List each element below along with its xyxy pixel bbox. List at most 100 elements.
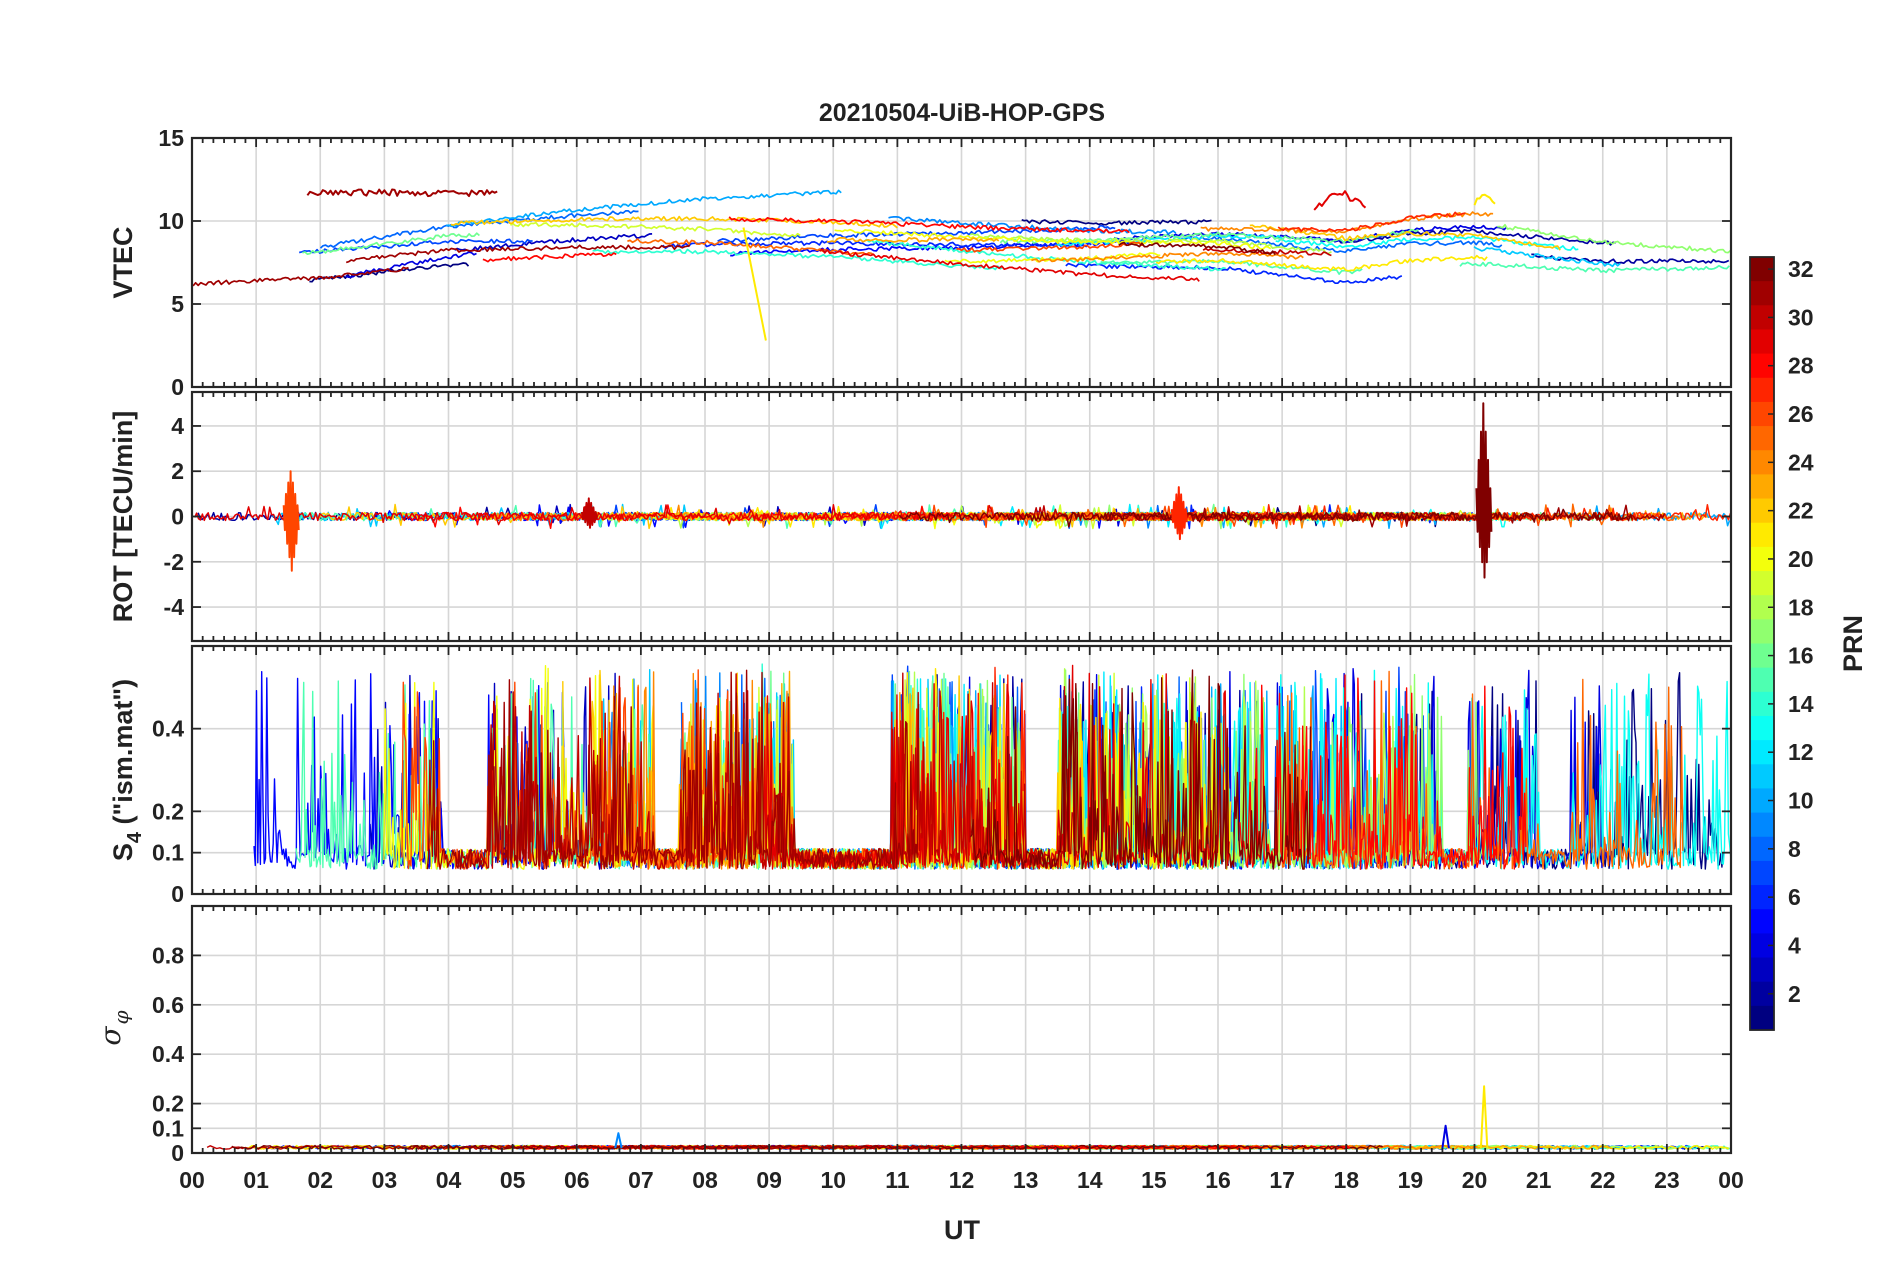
y-tick-label: 0 [171,504,184,530]
colorbar-tick-label: 10 [1788,788,1814,814]
colorbar-segment [1750,426,1774,451]
x-tick-label: 20 [1462,1167,1488,1193]
colorbar-segment [1750,1005,1774,1031]
prn-trace [1313,190,1367,211]
y-axis-label: S4 ("ism.mat") [108,679,146,861]
prn-trace [1479,1085,1489,1149]
x-tick-label: 07 [628,1167,654,1193]
y-label-sub: 4 [124,831,146,843]
y-tick-label: 0.1 [152,1115,184,1141]
y-tick-label: 0.2 [152,1091,184,1117]
prn-trace [345,244,691,264]
prn-trace [482,252,617,263]
prn-trace [1155,254,1488,272]
traces-vtec [192,188,1731,341]
prn-trace [1441,1124,1450,1149]
traces-rot [194,402,1731,579]
prn-trace [1031,251,1304,263]
prn-trace [1170,486,1188,541]
x-tick-label: 12 [949,1167,975,1193]
y-tick-label: 0 [171,1140,184,1166]
prn-trace [580,497,598,529]
colorbar-segment [1750,619,1774,645]
colorbar-tick-label: 8 [1788,836,1801,862]
traces-sigma_phi [206,1085,1731,1150]
prn-trace [1277,211,1466,232]
x-tick-label: 10 [820,1167,846,1193]
x-tick-label: 21 [1526,1167,1552,1193]
colorbar-segment [1750,522,1774,548]
x-tick-label: 04 [436,1167,462,1193]
y-tick-label: 10 [158,208,184,234]
x-tick-label: 00 [1718,1167,1744,1193]
chart-title: 20210504-UiB-HOP-GPS [819,99,1105,127]
prn-trace [1200,211,1494,234]
prn-trace [819,248,1200,282]
prn-trace [1497,223,1731,254]
x-tick-label: 15 [1141,1167,1167,1193]
prn-trace [1459,261,1730,274]
prn-trace [662,240,1092,250]
panel-vtec: 0 5 10 15 VTEC [108,125,1733,400]
prn-trace [999,228,1419,245]
y-label-main: σ [94,1026,127,1046]
y-axis-label: VTEC [108,226,138,298]
colorbar-segment [1750,571,1774,596]
x-tick-label: 19 [1398,1167,1424,1193]
prn-trace [309,262,470,283]
x-tick-label: 18 [1333,1167,1359,1193]
y-label-main: S [108,843,138,861]
traces-s4 [253,663,1731,870]
prn-trace [446,189,842,228]
panel-rot: -4 -2 0 2 4 ROT [TECU/min] [108,390,1733,643]
x-tick-label: 01 [243,1167,269,1193]
x-tick-label: 17 [1269,1167,1295,1193]
prn-trace [1272,670,1684,870]
y-axis-label: ROT [TECU/min] [108,411,138,622]
prn-trace [231,1144,1383,1150]
prn-trace [1473,193,1496,206]
colorbar-segment [1750,715,1774,741]
panel-s4: 00.10.20.4S4 ("ism.mat") [108,644,1733,907]
y-tick-label: 0.1 [152,840,184,866]
prn-trace [1531,253,1730,265]
prn-trace [1181,235,1503,254]
colorbar-segment [1750,281,1774,306]
colorbar-tick-label: 6 [1788,884,1801,910]
prn-trace [1021,218,1212,226]
prn-trace [956,241,1144,253]
colorbar-segment [1750,474,1774,500]
colorbar-segment [1750,377,1774,403]
colorbar-tick-label: 14 [1788,691,1814,717]
y-tick-label: 0.4 [152,716,184,742]
y-tick-label: 0 [171,374,184,400]
y-tick-label: -2 [164,549,184,575]
y-axis-label: σφ [94,1010,133,1045]
colorbar-segment [1750,667,1774,693]
prn-trace [1202,247,1332,257]
prn-trace [614,1132,623,1149]
prn-trace [302,232,480,256]
x-tick-label: 05 [500,1167,526,1193]
prn-trace [1473,245,1621,268]
prn-trace [319,210,639,249]
y-tick-label: 0.4 [152,1041,184,1067]
y-tick-label: 15 [158,125,184,151]
colorbar-tick-label: 12 [1788,739,1814,765]
colorbar-tick-label: 30 [1788,304,1814,330]
prn-trace [944,252,1161,264]
prn-trace [454,233,653,252]
prn-trace [898,508,1634,528]
x-tick-label: 11 [885,1167,910,1193]
y-tick-label: 0.6 [152,992,184,1018]
colorbar-tick-label: 16 [1788,643,1814,669]
x-tick-label: 02 [307,1167,333,1193]
y-tick-label: -4 [164,594,185,620]
colorbar-tick-label: 20 [1788,546,1814,572]
prn-trace [627,238,875,256]
y-tick-label: 5 [171,291,184,317]
colorbar-segment [1750,764,1774,790]
colorbar-tick-label: 28 [1788,353,1814,379]
prn-trace [194,504,1025,526]
x-tick-label: 03 [372,1167,398,1193]
